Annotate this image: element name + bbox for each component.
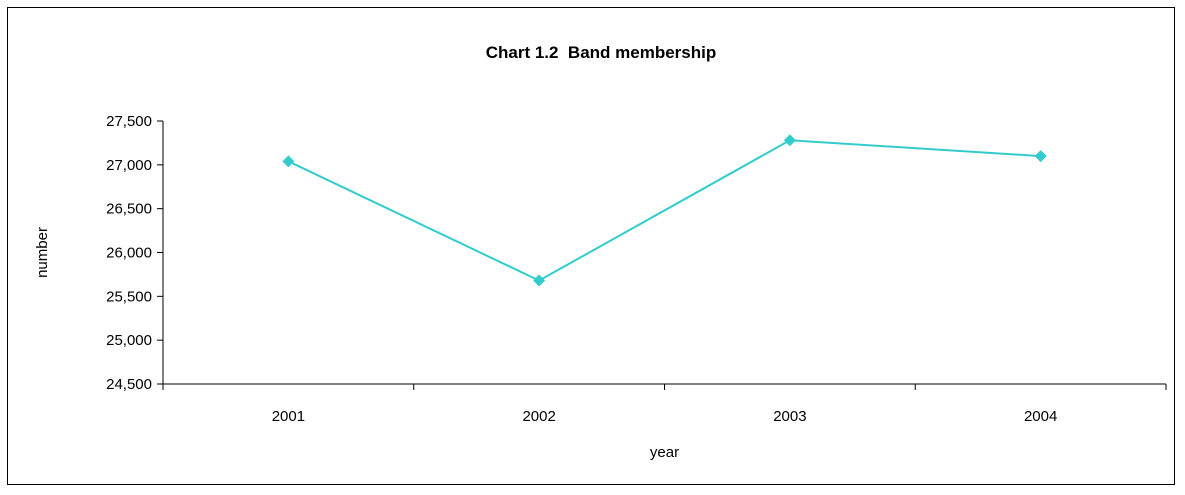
series-line	[287, 139, 1041, 282]
x-tick-label: 2002	[522, 408, 555, 425]
x-tick-label: 2003	[773, 408, 806, 425]
y-axis: 24,500 25,000 25,500 26,000 26,500 27,000 27,5…	[106, 113, 164, 393]
chart-title: Chart 1.2 Band membership	[486, 43, 717, 62]
y-tick-label: 25,500	[106, 288, 152, 305]
y-tick-label: 24,500	[106, 376, 152, 393]
x-axis-title: year	[650, 444, 679, 461]
chart-frame	[7, 7, 1175, 485]
x-tick-label: 2004	[1024, 408, 1057, 425]
x-tick-label: 2001	[272, 408, 305, 425]
y-tick-label: 27,000	[106, 157, 152, 174]
data-point-marker	[282, 155, 295, 168]
y-tick-label: 26,500	[106, 201, 152, 218]
y-axis-title: number	[34, 227, 51, 278]
data-point-marker	[783, 134, 796, 147]
data-point-marker	[1034, 150, 1047, 163]
x-axis: 2001 2002 2003 2004	[162, 383, 1167, 425]
y-tick-label: 25,000	[106, 332, 152, 349]
y-tick-label: 26,000	[106, 245, 152, 262]
series-layer	[282, 134, 1047, 287]
data-point-marker	[533, 274, 546, 287]
y-tick-label: 27,500	[106, 113, 152, 130]
